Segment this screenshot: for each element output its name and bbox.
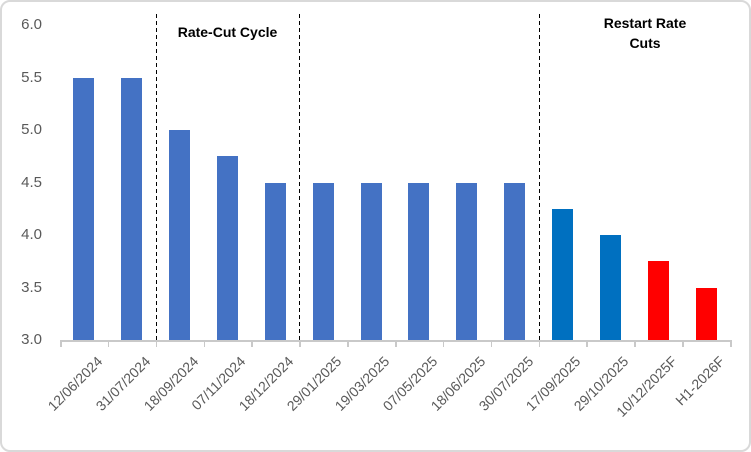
phase-divider-dashed-line — [155, 14, 157, 340]
phase-divider-dashed-line — [299, 14, 301, 340]
y-axis-tick-label: 3.5 — [21, 278, 42, 296]
x-axis-tick — [299, 340, 301, 347]
bar-07/11/2024 — [217, 156, 238, 340]
x-axis-tick — [442, 340, 445, 347]
x-axis-tick — [107, 340, 110, 347]
bar-18/06/2025 — [456, 182, 478, 340]
annotation-restart-rate-cuts: Restart Rate Cuts — [603, 15, 687, 51]
x-axis-label: H1-2026F — [672, 353, 728, 409]
bar-07/05/2025 — [408, 182, 430, 340]
bar-19/03/2025 — [360, 182, 382, 340]
bar-18/09/2024 — [169, 130, 191, 340]
y-axis-tick-label: 3.0 — [21, 331, 42, 348]
bar-17/09/2025 — [552, 208, 573, 340]
bar-H1-2026F — [695, 287, 717, 340]
x-axis-tick — [203, 340, 206, 347]
bar-12/06/2024 — [73, 77, 95, 340]
phase-divider-dashed-line — [538, 14, 540, 340]
x-axis-tick — [155, 340, 158, 347]
y-axis-tick-label: 5.0 — [21, 121, 42, 138]
x-axis-tick — [60, 340, 62, 347]
bar-31/07/2024 — [121, 77, 143, 340]
x-axis-tick — [490, 340, 493, 347]
bar-10/12/2025F — [647, 261, 669, 340]
x-axis-tick — [395, 340, 397, 347]
annotation-rate-cut-cycle: Rate-Cut Cycle — [177, 24, 278, 40]
y-axis-tick-label: 4.5 — [21, 173, 42, 191]
bar-18/12/2024 — [264, 182, 286, 340]
x-axis-tick — [634, 340, 636, 347]
y-axis-tick-label: 4.0 — [21, 226, 42, 243]
bar-30/07/2025 — [504, 182, 526, 340]
bar-29/10/2025 — [599, 235, 621, 340]
y-axis-tick-label: 6.0 — [21, 16, 42, 33]
y-axis-tick-label: 5.5 — [21, 68, 42, 86]
x-axis-tick — [730, 340, 732, 347]
x-axis-tick — [538, 340, 541, 347]
x-axis-tick — [586, 340, 588, 347]
x-axis-tick — [682, 340, 684, 347]
bar-29/01/2025 — [312, 182, 334, 340]
x-axis-tick — [251, 340, 253, 347]
x-axis-tick — [347, 340, 349, 347]
